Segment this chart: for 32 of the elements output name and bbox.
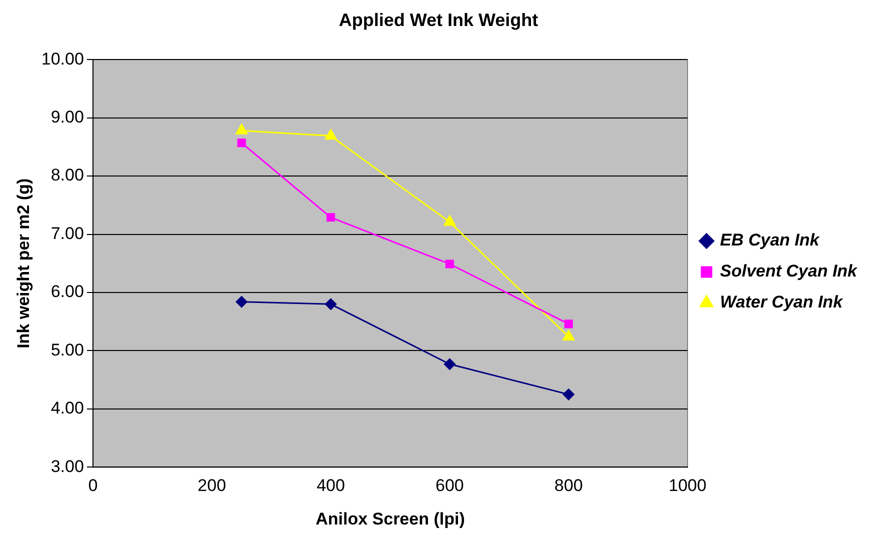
x-tick-label: 0 bbox=[88, 476, 98, 496]
point bbox=[237, 138, 246, 148]
point bbox=[445, 260, 454, 268]
y-tick-label: 5.00 bbox=[50, 340, 84, 360]
y-tick-label: 10.00 bbox=[41, 49, 84, 68]
y-tick-label: 8.00 bbox=[50, 166, 84, 185]
point bbox=[564, 320, 573, 328]
point bbox=[236, 296, 248, 308]
x-tick-label: 800 bbox=[554, 476, 583, 496]
x-tick-label: 200 bbox=[198, 476, 226, 496]
point bbox=[444, 215, 456, 226]
x-tick-label: 400 bbox=[316, 476, 345, 496]
point bbox=[324, 129, 337, 140]
legend-label: Solvent Cyan Ink bbox=[720, 262, 859, 281]
y-tick-label: 3.00 bbox=[50, 456, 84, 476]
y-tick-label: 4.00 bbox=[50, 398, 84, 418]
x-tick-label: 1000 bbox=[668, 476, 706, 496]
point bbox=[562, 388, 574, 400]
legend-label: EB Cyan Ink bbox=[720, 230, 821, 250]
y-tick-label: 6.00 bbox=[50, 282, 84, 302]
point bbox=[326, 213, 336, 222]
point bbox=[444, 358, 456, 370]
point bbox=[562, 330, 575, 341]
chart-title: Applied Wet Ink Weight bbox=[338, 10, 538, 30]
y-tick-label: 9.00 bbox=[50, 108, 84, 127]
legend-label: Water Cyan Ink bbox=[720, 292, 844, 312]
y-axis-title: Ink weight per m2 (g) bbox=[14, 178, 33, 348]
point bbox=[236, 124, 248, 134]
point bbox=[325, 298, 337, 310]
y-tick-label: 7.00 bbox=[50, 224, 84, 243]
x-tick-label: 600 bbox=[436, 476, 464, 496]
x-axis-title: Anilox Screen (lpi) bbox=[316, 509, 465, 528]
